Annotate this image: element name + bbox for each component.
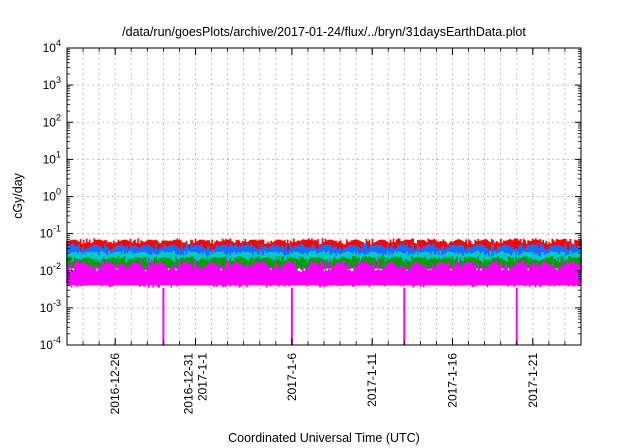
- chart-title: /data/run/goesPlots/archive/2017-01-24/f…: [122, 25, 526, 39]
- y-tick-label: 10-4: [40, 335, 61, 352]
- y-axis-label: cGy/day: [11, 172, 25, 219]
- x-tick-label: 2017-1-6: [285, 353, 299, 401]
- y-tick-label: 10-3: [40, 298, 61, 315]
- x-tick-label: 2017-1-11: [365, 353, 379, 407]
- y-tick-label: 101: [43, 149, 61, 166]
- y-tick-labels: 10-4 10-3 10-2 10-1 100 101 102 103 104: [40, 38, 61, 352]
- x-tick-label: 2017-1-1: [196, 353, 210, 401]
- grid: [67, 48, 581, 345]
- y-tick-label: 100: [43, 187, 61, 204]
- y-tick-label: 104: [43, 38, 61, 55]
- x-tick-labels: 2016-12-26 2016-12-31 2017-1-1 2017-1-6 2017…: [108, 353, 540, 415]
- series-band: [67, 260, 581, 345]
- x-tick-label: 2016-12-26: [108, 353, 122, 415]
- x-tick-label: 2016-12-31: [182, 353, 196, 415]
- y-tick-label: 10-2: [40, 261, 61, 278]
- y-tick-label: 102: [43, 112, 61, 129]
- series-core: [67, 274, 581, 286]
- x-axis-label: Coordinated Universal Time (UTC): [228, 431, 420, 445]
- y-tick-label: 10-1: [40, 224, 61, 241]
- y-tick-label: 103: [43, 75, 61, 92]
- x-tick-label: 2017-1-21: [526, 353, 540, 408]
- x-tick-label: 2017-1-16: [446, 353, 460, 408]
- chart: /data/run/goesPlots/archive/2017-01-24/f…: [0, 0, 640, 448]
